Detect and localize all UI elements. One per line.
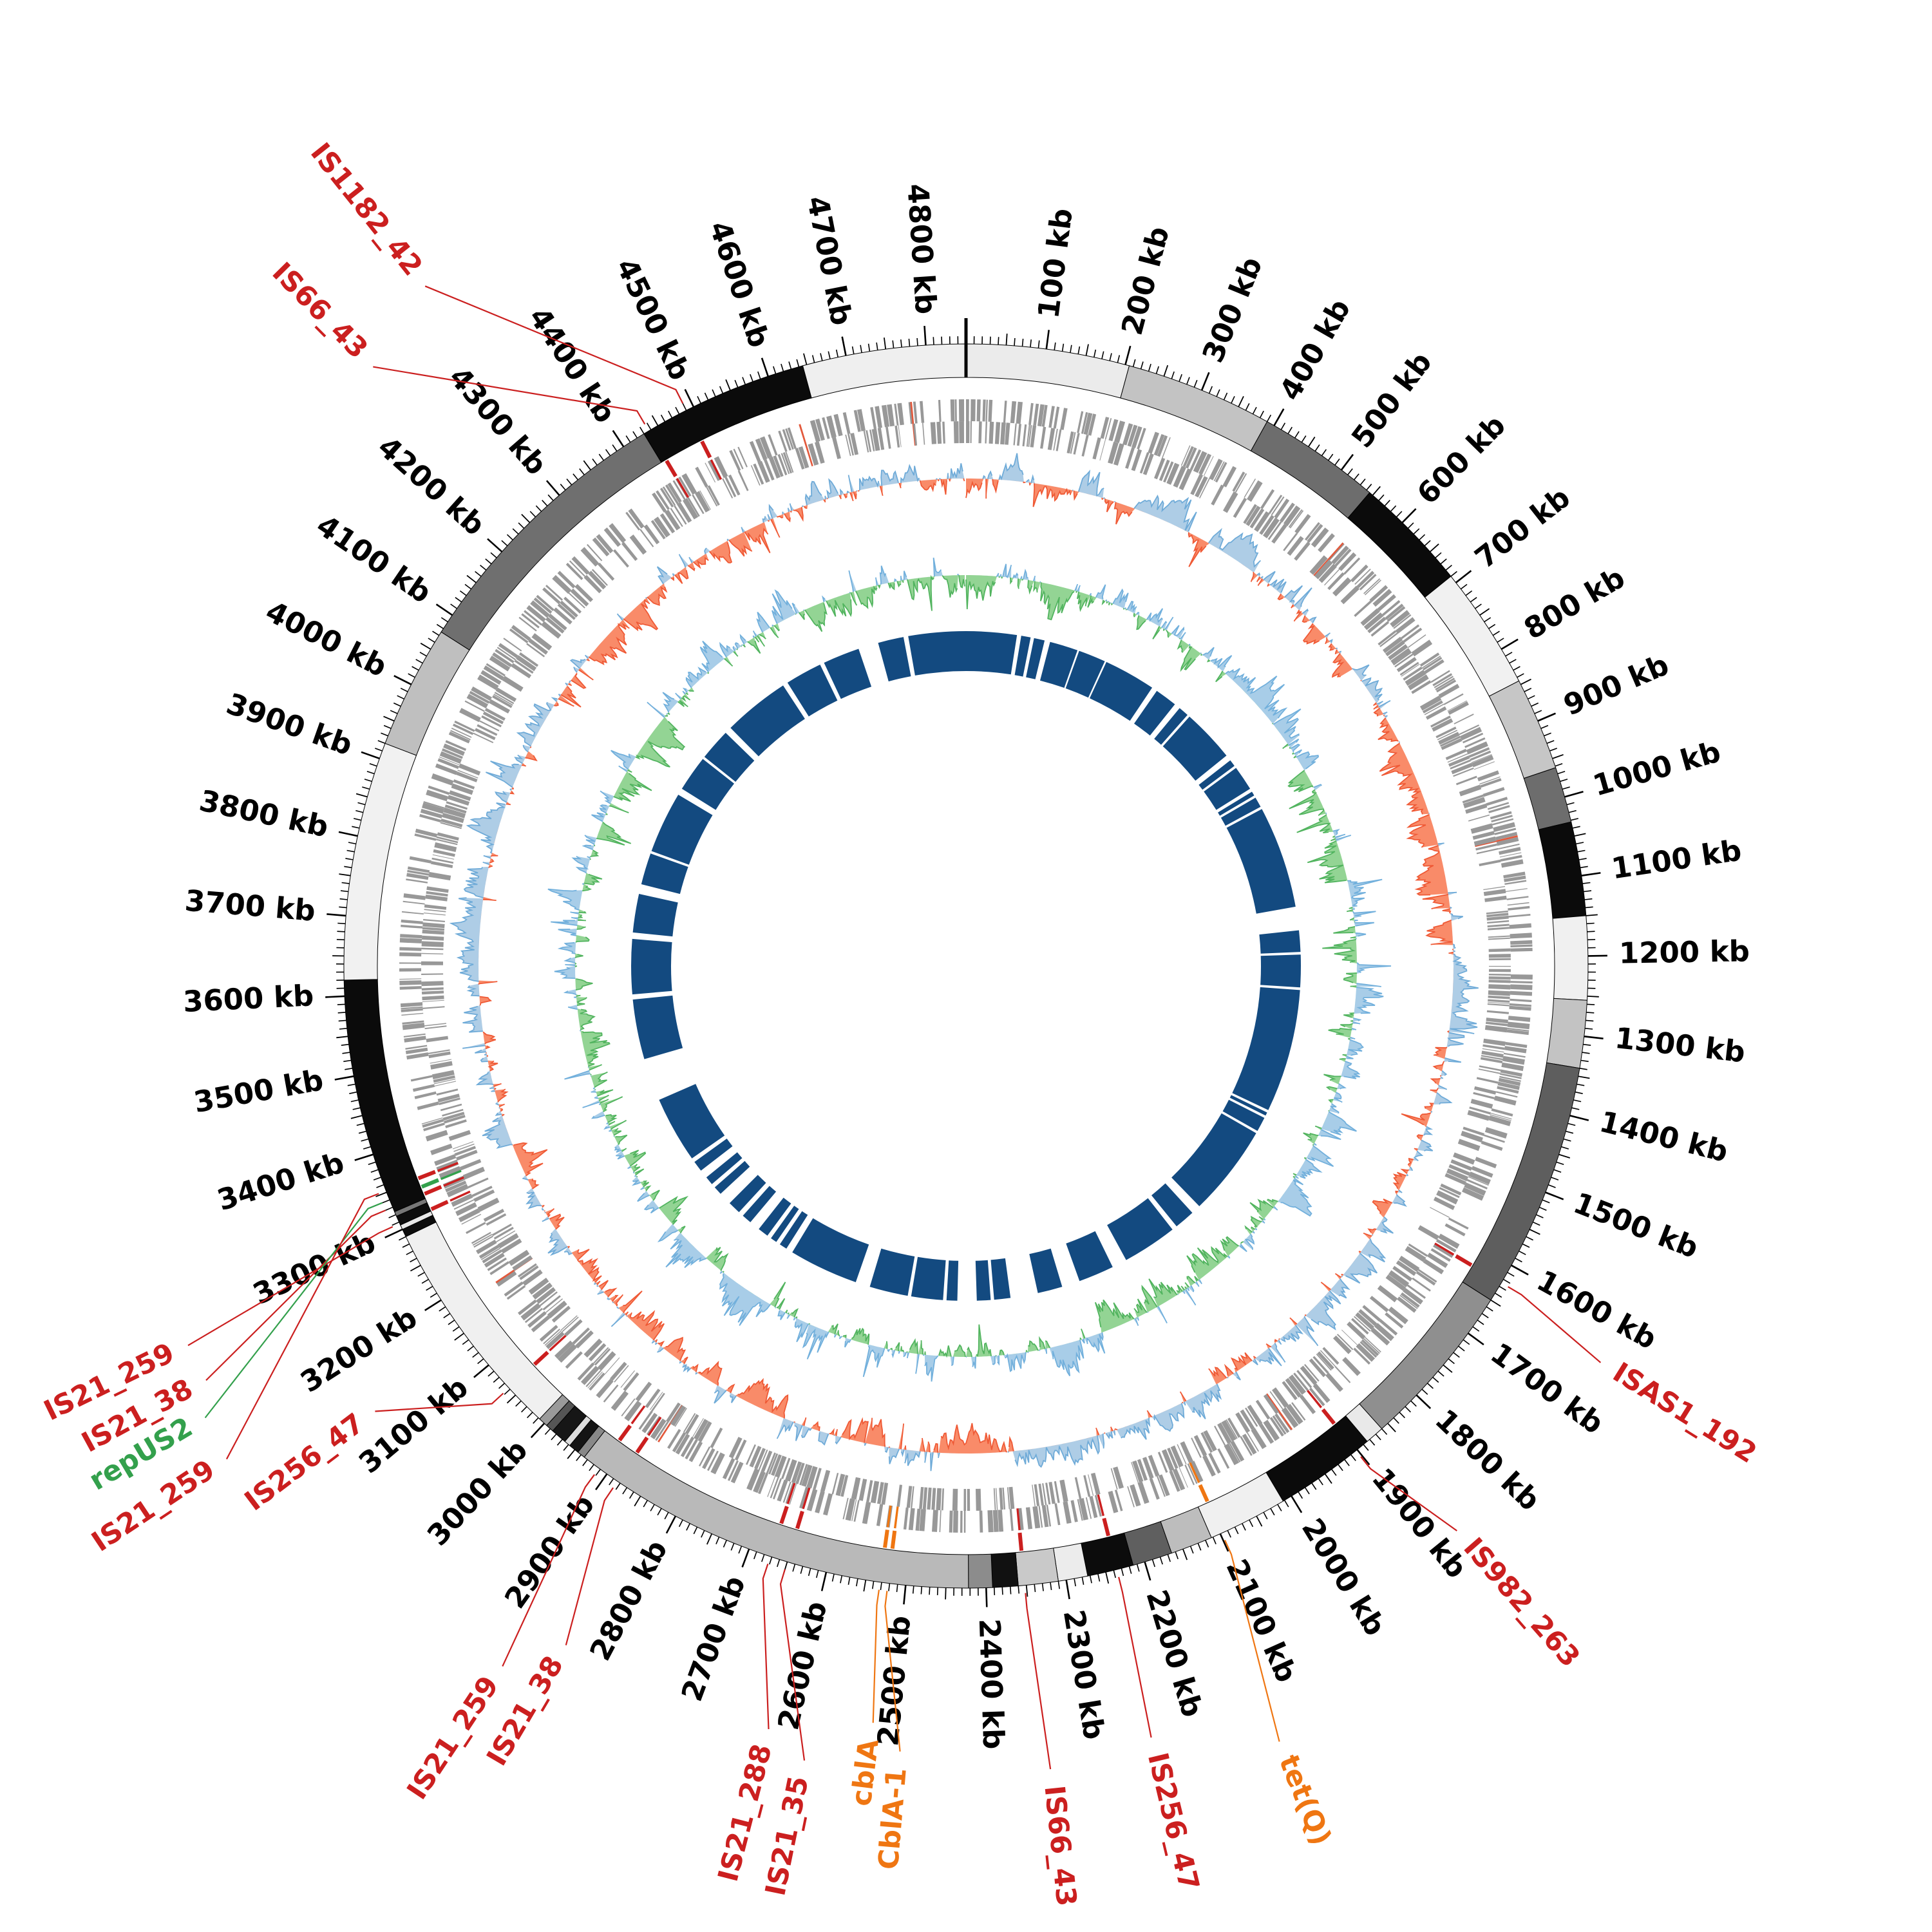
svg-text:4400 kb: 4400 kb	[522, 301, 623, 429]
svg-text:700 kb: 700 kb	[1468, 480, 1577, 576]
svg-text:4300 kb: 4300 kb	[442, 360, 554, 481]
svg-text:800 kb: 800 kb	[1518, 560, 1631, 646]
svg-text:IS256_47: IS256_47	[239, 1407, 370, 1517]
svg-text:4500 kb: 4500 kb	[609, 253, 697, 386]
svg-text:1900 kb: 1900 kb	[1365, 1462, 1474, 1585]
svg-text:3500 kb: 3500 kb	[191, 1063, 326, 1119]
gc-content-track	[449, 453, 1479, 1472]
svg-text:4800 kb: 4800 kb	[900, 183, 943, 316]
svg-text:1800 kb: 1800 kb	[1428, 1403, 1547, 1517]
svg-text:3400 kb: 3400 kb	[213, 1146, 348, 1218]
svg-text:1600 kb: 1600 kb	[1531, 1264, 1663, 1356]
svg-text:3800 kb: 3800 kb	[196, 783, 332, 844]
svg-text:3200 kb: 3200 kb	[294, 1300, 423, 1399]
svg-text:IS66_43: IS66_43	[1037, 1784, 1082, 1908]
svg-text:300 kb: 300 kb	[1195, 252, 1269, 367]
svg-text:2400 kb: 2400 kb	[972, 1618, 1011, 1750]
annotation-marks	[417, 440, 1473, 1551]
svg-text:2500 kb: 2500 kb	[871, 1614, 917, 1747]
svg-text:500 kb: 500 kb	[1345, 345, 1439, 454]
svg-text:3000 kb: 3000 kb	[421, 1433, 535, 1552]
svg-text:2700 kb: 2700 kb	[674, 1571, 752, 1706]
svg-text:4600 kb: 4600 kb	[703, 217, 777, 352]
svg-text:600 kb: 600 kb	[1410, 408, 1512, 511]
svg-text:1000 kb: 1000 kb	[1589, 734, 1725, 802]
svg-text:IS21_35: IS21_35	[759, 1774, 815, 1899]
svg-text:2000 kb: 2000 kb	[1295, 1512, 1392, 1642]
svg-text:1200 kb: 1200 kb	[1618, 934, 1750, 970]
svg-text:2300 kb: 2300 kb	[1057, 1607, 1112, 1742]
svg-text:IS66_43: IS66_43	[266, 256, 374, 365]
svg-text:4700 kb: 4700 kb	[800, 193, 858, 328]
svg-text:ISAS1_192: ISAS1_192	[1607, 1356, 1763, 1470]
gene-track-forward	[399, 399, 1533, 1533]
svg-text:1500 kb: 1500 kb	[1569, 1186, 1703, 1265]
inner-identity-ring	[631, 631, 1301, 1301]
svg-text:900 kb: 900 kb	[1558, 647, 1674, 722]
gc-skew-track	[547, 557, 1392, 1382]
svg-text:4100 kb: 4100 kb	[310, 508, 438, 610]
svg-text:IS256_47: IS256_47	[1141, 1750, 1206, 1894]
svg-text:4000 kb: 4000 kb	[260, 594, 392, 683]
svg-text:1300 kb: 1300 kb	[1613, 1021, 1747, 1070]
scale-ticks	[325, 325, 1607, 1607]
svg-text:3700 kb: 3700 kb	[184, 884, 317, 928]
svg-text:3900 kb: 3900 kb	[222, 687, 357, 762]
svg-text:200 kb: 200 kb	[1115, 223, 1176, 339]
annotation-leaders	[187, 285, 1602, 1770]
svg-text:1400 kb: 1400 kb	[1596, 1104, 1732, 1169]
svg-text:2900 kb: 2900 kb	[498, 1488, 601, 1615]
svg-text:IS21_259: IS21_259	[401, 1671, 506, 1805]
svg-text:1700 kb: 1700 kb	[1484, 1336, 1610, 1441]
svg-text:100 kb: 100 kb	[1031, 206, 1079, 320]
svg-text:IS1182_42: IS1182_42	[304, 137, 429, 282]
svg-text:4200 kb: 4200 kb	[372, 430, 492, 542]
svg-text:2100 kb: 2100 kb	[1219, 1554, 1303, 1687]
svg-text:2800 kb: 2800 kb	[583, 1535, 674, 1666]
svg-text:tet(Q): tet(Q)	[1273, 1750, 1338, 1850]
svg-text:1100 kb: 1100 kb	[1609, 833, 1744, 886]
svg-text:IS982_263: IS982_263	[1457, 1532, 1586, 1674]
svg-text:2200 kb: 2200 kb	[1139, 1586, 1209, 1721]
svg-text:IS21_38: IS21_38	[480, 1651, 570, 1771]
svg-text:400 kb: 400 kb	[1273, 293, 1357, 406]
svg-text:2600 kb: 2600 kb	[771, 1598, 833, 1733]
svg-text:3100 kb: 3100 kb	[352, 1370, 475, 1480]
svg-text:3600 kb: 3600 kb	[182, 978, 314, 1019]
contig-ring	[343, 343, 1589, 1589]
